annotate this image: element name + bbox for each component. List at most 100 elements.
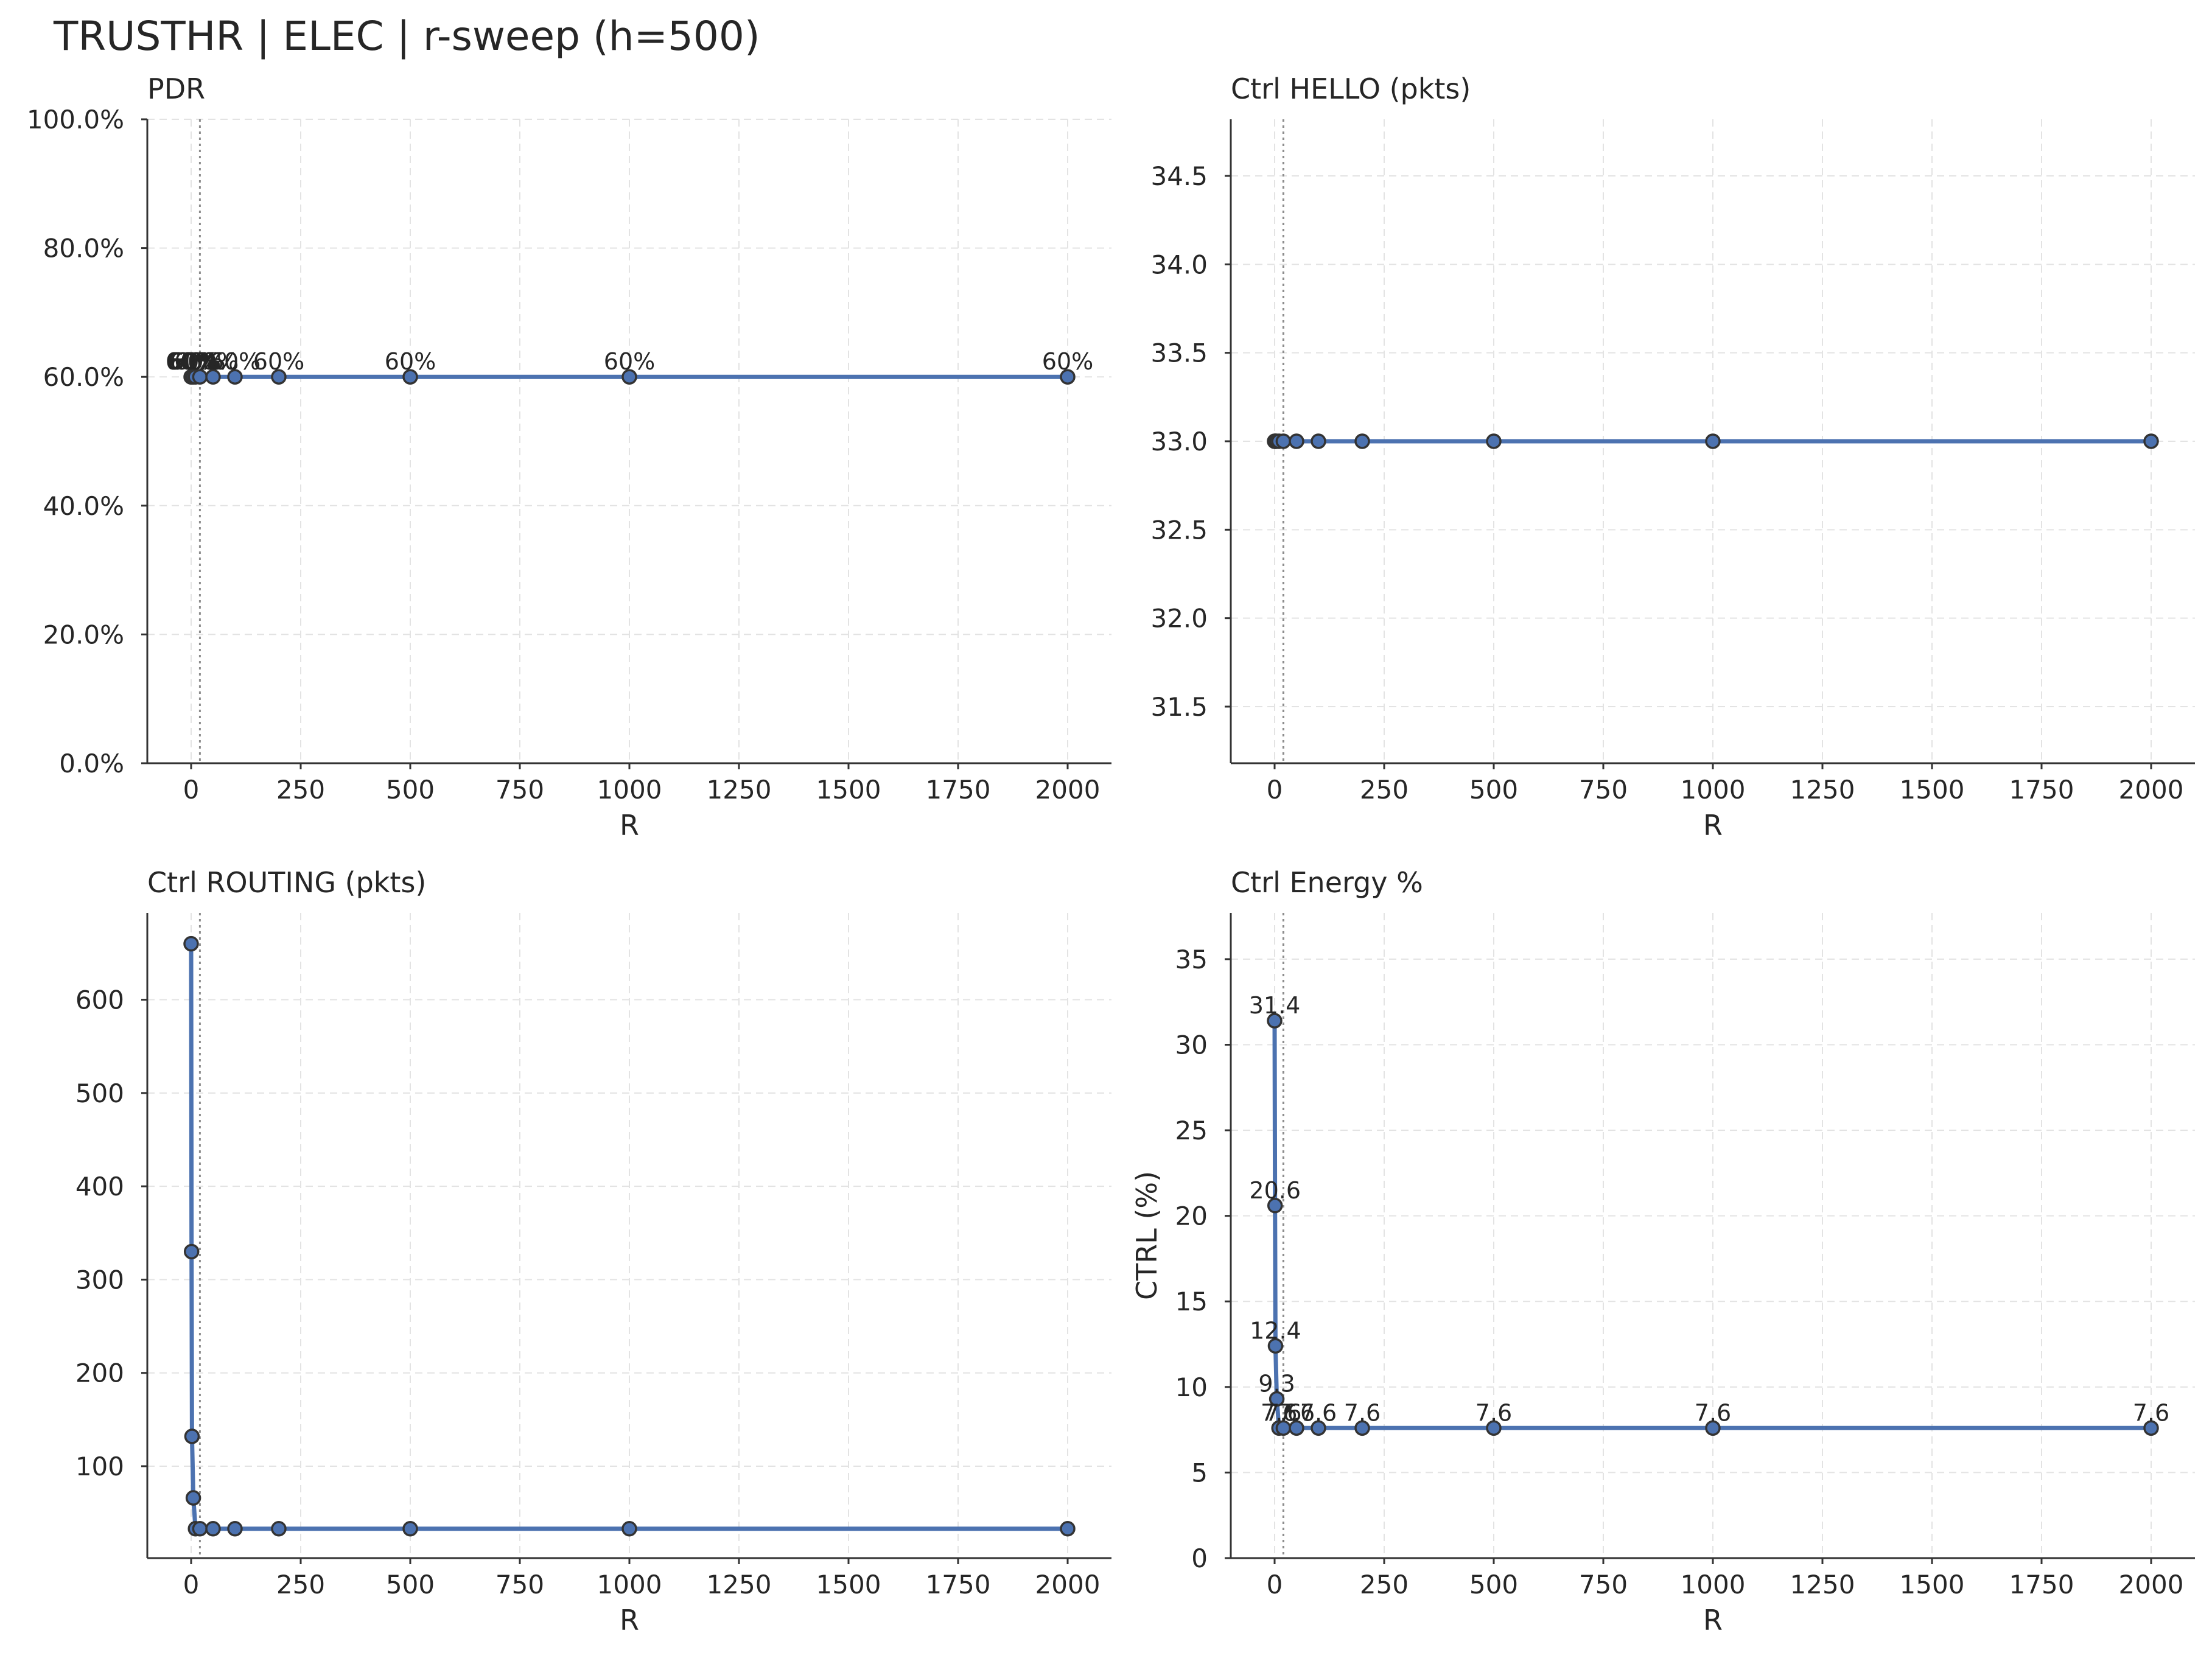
data-point (183, 935, 199, 952)
data-point (205, 1520, 221, 1537)
data-point (271, 369, 287, 385)
x-tick-label: 500 (1469, 1570, 1518, 1599)
x-tick-label: 0 (183, 1570, 200, 1599)
x-axis-label: R (1703, 809, 1723, 842)
y-tick-label: 600 (75, 985, 124, 1015)
data-point (1354, 1420, 1370, 1436)
x-axis-label: R (620, 1604, 639, 1637)
x-tick-label: 1500 (816, 775, 881, 805)
data-point (621, 1520, 637, 1537)
y-tick-label: 35 (1175, 945, 1208, 974)
y-tick-label: 33.0 (1150, 427, 1208, 456)
data-label: 60% (166, 348, 217, 375)
panel-ctrl-hello: Ctrl HELLO (pkts) 0 250 500 750 1000 1250 1500… (1150, 72, 2195, 842)
data-label: 60% (174, 348, 225, 375)
x-tick-label: 500 (386, 775, 435, 805)
y-tick-label: 100 (75, 1452, 124, 1481)
data-point (1354, 433, 1370, 449)
data-point (1060, 1520, 1076, 1537)
y-tick-label: 32.0 (1150, 604, 1208, 634)
data-label: 7.6 (2133, 1399, 2169, 1426)
y-tick-label: 0.0% (59, 749, 124, 778)
data-point (1269, 1391, 1285, 1407)
y-tick-label: 20 (1175, 1201, 1208, 1231)
x-tick-label: 0 (1267, 1570, 1283, 1599)
panel-pdr: PDR 0 250 500 750 1000 1250 1500 1750 2000 0.0% 20… (27, 72, 1111, 842)
data-label: 7.6 (1278, 1399, 1315, 1426)
x-tick-label: 1750 (2009, 775, 2074, 805)
panel-title: Ctrl ROUTING (pkts) (147, 866, 426, 899)
x-tick-label: 1750 (926, 1570, 991, 1599)
data-label: 7.6 (1695, 1399, 1731, 1426)
y-tick-label: 5 (1191, 1458, 1208, 1487)
data-point (1289, 1420, 1304, 1436)
data-point (1311, 1420, 1326, 1436)
data-point (1060, 369, 1076, 385)
x-axis-label: R (1703, 1604, 1723, 1637)
x-tick-label: 1250 (1790, 1570, 1855, 1599)
data-point (1705, 433, 1721, 449)
y-tick-label: 33.5 (1150, 338, 1208, 368)
data-label: 60% (253, 348, 304, 375)
x-tick-label: 750 (1579, 775, 1628, 805)
data-label: 60% (604, 348, 655, 375)
x-tick-label: 1500 (1900, 1570, 1965, 1599)
y-tick-label: 40.0% (43, 491, 124, 521)
data-point (1267, 1338, 1284, 1354)
y-tick-label: 0 (1191, 1543, 1208, 1573)
data-point (271, 1520, 287, 1537)
x-tick-label: 1000 (1681, 1570, 1746, 1599)
panel-title: Ctrl HELLO (pkts) (1231, 72, 1471, 105)
data-point (1267, 1198, 1283, 1214)
panel-ctrl-routing: Ctrl ROUTING (pkts) 0 250 500 750 1000 1250 15… (75, 866, 1111, 1637)
data-label: 60% (167, 348, 219, 375)
data-label: 7.6 (1261, 1399, 1297, 1426)
panel-title: Ctrl Energy % (1231, 866, 1423, 899)
data-point (1267, 1013, 1283, 1029)
x-tick-label: 750 (495, 775, 544, 805)
x-axis-label: R (620, 809, 639, 842)
data-label: 7.6 (1344, 1399, 1381, 1426)
y-tick-label: 32.5 (1150, 515, 1208, 545)
data-point (205, 369, 221, 385)
data-point (185, 1490, 201, 1506)
data-label: 60% (187, 348, 239, 375)
y-tick-label: 15 (1175, 1287, 1208, 1316)
figure-title: TRUSTHR | ELEC | r-sweep (h=500) (53, 13, 760, 60)
x-tick-label: 1250 (707, 775, 772, 805)
x-tick-label: 1250 (707, 1570, 772, 1599)
x-tick-label: 250 (1360, 1570, 1409, 1599)
data-point (227, 369, 243, 385)
x-tick-label: 2000 (2119, 1570, 2184, 1599)
x-tick-label: 500 (386, 1570, 435, 1599)
x-tick-label: 0 (1267, 775, 1283, 805)
x-tick-label: 1000 (597, 1570, 662, 1599)
x-tick-label: 1250 (1790, 775, 1855, 805)
y-tick-label: 500 (75, 1078, 124, 1108)
x-tick-label: 1000 (1681, 775, 1746, 805)
x-tick-label: 1500 (1900, 775, 1965, 805)
data-label: 60% (385, 348, 436, 375)
data-point (2143, 1420, 2159, 1436)
x-tick-label: 0 (183, 775, 200, 805)
y-tick-label: 30 (1175, 1030, 1208, 1060)
data-label: 60% (170, 348, 221, 375)
x-tick-label: 500 (1469, 775, 1518, 805)
panel-title: PDR (147, 72, 205, 105)
data-point (1486, 1420, 1502, 1436)
y-tick-label: 34.0 (1150, 250, 1208, 279)
y-tick-label: 25 (1175, 1116, 1208, 1145)
data-point (183, 1243, 200, 1260)
x-tick-label: 750 (1579, 1570, 1628, 1599)
data-label: 60% (209, 348, 261, 375)
data-label: 60% (166, 348, 217, 375)
x-tick-label: 2000 (1035, 775, 1101, 805)
data-point (402, 369, 418, 385)
y-axis-label: CTRL (%) (1130, 1171, 1163, 1300)
x-tick-label: 2000 (2119, 775, 2184, 805)
data-point (621, 369, 637, 385)
y-tick-label: 400 (75, 1172, 124, 1201)
data-point (1289, 433, 1304, 449)
x-tick-label: 250 (1360, 775, 1409, 805)
